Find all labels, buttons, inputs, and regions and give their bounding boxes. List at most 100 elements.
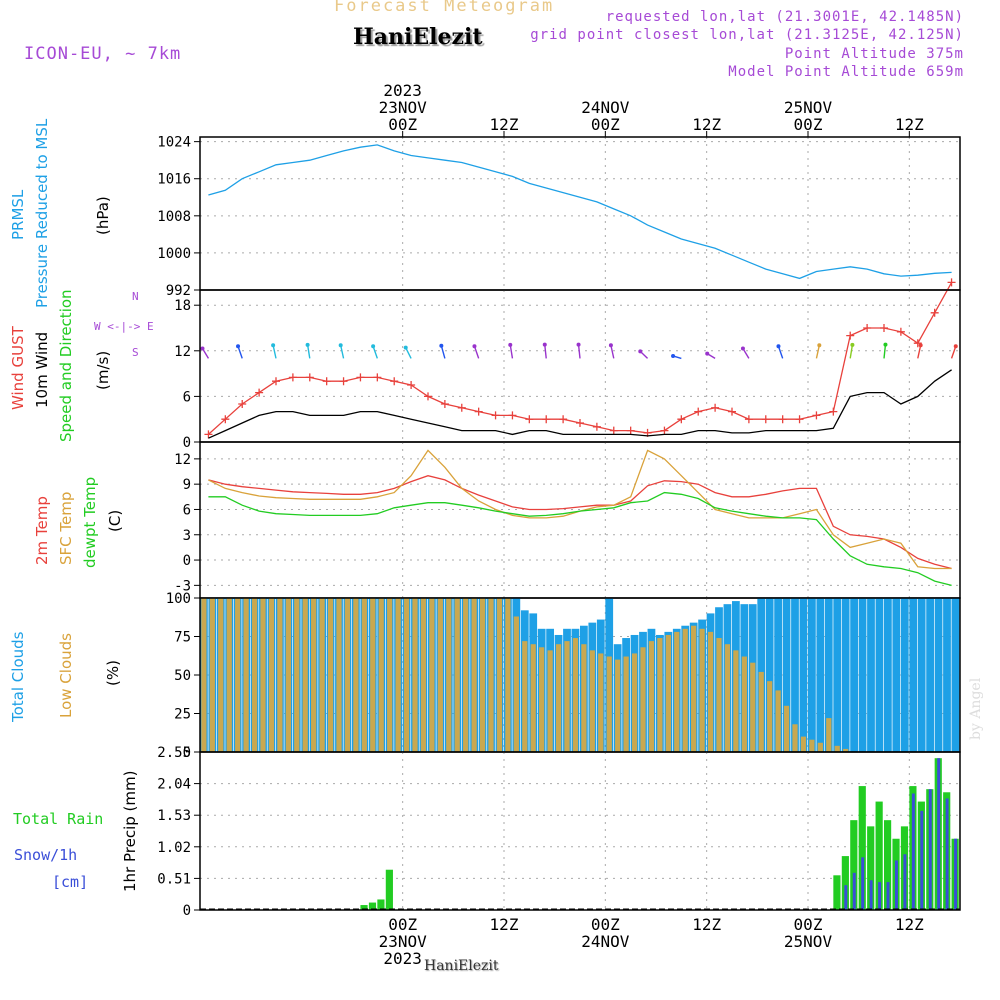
top-time-label: 12Z bbox=[490, 115, 519, 134]
total-cloud-bar bbox=[782, 598, 791, 752]
wind-arrow-head bbox=[638, 349, 643, 354]
low-cloud-bar bbox=[843, 748, 849, 752]
wind-arrow bbox=[237, 346, 243, 359]
snow-bar bbox=[928, 789, 932, 910]
low-cloud-bar bbox=[631, 653, 638, 752]
low-cloud-bar bbox=[251, 598, 258, 752]
total-cloud-bar bbox=[900, 598, 909, 752]
gust-marker bbox=[863, 324, 872, 332]
compass-rose: N W <-|-> E S bbox=[90, 290, 180, 360]
low-cloud-bar bbox=[691, 625, 697, 752]
total-cloud-bar bbox=[833, 598, 842, 752]
low-cloud-bar bbox=[598, 653, 604, 752]
gust-marker bbox=[626, 426, 635, 435]
snow-bar bbox=[937, 758, 941, 910]
total-cloud-bar bbox=[824, 598, 833, 752]
low-cloud-bar bbox=[471, 598, 477, 752]
low-cloud-bar bbox=[412, 598, 418, 752]
low-cloud-bar bbox=[826, 718, 832, 752]
gust-marker bbox=[255, 388, 264, 397]
y-tick-label: 0 bbox=[183, 435, 191, 451]
total-cloud-bar bbox=[909, 598, 918, 752]
total-cloud-bar bbox=[867, 598, 875, 752]
snow-bar bbox=[861, 857, 865, 910]
low-cloud-bar bbox=[707, 631, 714, 752]
gust-marker bbox=[390, 377, 399, 386]
low-cloud-bar bbox=[800, 736, 807, 752]
rain-bar bbox=[884, 820, 892, 910]
y-tick-label: 50 bbox=[174, 668, 191, 684]
total-cloud-bar bbox=[850, 598, 858, 752]
low-cloud-bar bbox=[657, 638, 663, 752]
wind-arrow-head bbox=[305, 342, 310, 347]
wind-arrow-head bbox=[200, 346, 205, 351]
wind-arrow-head bbox=[371, 344, 376, 349]
y-tick-label: 2.55 bbox=[157, 745, 191, 761]
top-time-label: 12Z bbox=[692, 115, 721, 134]
low-cloud-bar bbox=[539, 647, 545, 752]
gust-marker bbox=[744, 415, 753, 424]
panel-precip: 0 0.51 1.02 1.53 2.04 2.55 bbox=[157, 745, 961, 919]
rain-bar bbox=[360, 905, 368, 910]
rain-bar bbox=[850, 820, 858, 910]
low-cloud-bar bbox=[429, 598, 435, 752]
top-time-label: 25NOV bbox=[784, 98, 833, 117]
wind-arrow bbox=[950, 346, 957, 359]
bottom-time-label: 2023 bbox=[383, 949, 422, 968]
top-time-label: 23NOV bbox=[379, 98, 428, 117]
low-cloud-bar bbox=[733, 650, 739, 752]
low-cloud-bar bbox=[209, 598, 215, 752]
wind-arrow bbox=[405, 347, 412, 359]
gust-marker bbox=[424, 392, 432, 401]
series-line-pressure bbox=[208, 144, 952, 280]
bottom-time-label: 24NOV bbox=[581, 932, 630, 951]
top-time-label: 00Z bbox=[794, 115, 823, 134]
low-cloud-bar bbox=[336, 598, 342, 752]
low-cloud-bar bbox=[623, 656, 629, 752]
gust-marker bbox=[221, 415, 230, 424]
low-cloud-bar bbox=[606, 656, 612, 752]
wind-arrow-head bbox=[271, 343, 276, 348]
gust-marker bbox=[508, 411, 517, 420]
y-tick-label: 9 bbox=[183, 477, 191, 493]
wind-arrow-head bbox=[508, 342, 513, 347]
low-cloud-bar bbox=[674, 631, 680, 752]
wind-arrow bbox=[883, 344, 887, 359]
low-cloud-bar bbox=[834, 745, 840, 752]
rain-bar bbox=[841, 856, 849, 910]
low-cloud-bar bbox=[758, 671, 764, 752]
product-title: Forecast Meteogram bbox=[334, 0, 555, 16]
y-tick-label: 992 bbox=[166, 283, 191, 299]
wind-arrow-head bbox=[850, 342, 855, 347]
low-cloud-bar bbox=[378, 598, 384, 752]
rain-bar bbox=[385, 869, 393, 910]
rain-bar bbox=[368, 902, 377, 910]
point-altitude: Point Altitude 375m bbox=[784, 46, 964, 62]
location-title: HaniElezit bbox=[353, 24, 483, 50]
low-cloud-bar bbox=[446, 598, 452, 752]
wind-arrow-head bbox=[705, 351, 710, 356]
y-tick-label: 0 bbox=[183, 903, 191, 919]
low-cloud-bar bbox=[555, 644, 562, 752]
low-cloud-bar bbox=[615, 659, 621, 752]
requested-coords: requested lon,lat (21.3001E, 42.1485N) bbox=[605, 9, 964, 25]
y-tick-label: 6 bbox=[183, 502, 191, 518]
snow-bar bbox=[878, 882, 882, 910]
y-tick-label: 1024 bbox=[157, 135, 191, 151]
low-cloud-bar bbox=[437, 598, 443, 752]
total-cloud-bar bbox=[765, 598, 774, 752]
rain-bar bbox=[377, 899, 385, 910]
low-cloud-bar bbox=[589, 650, 595, 752]
wind-arrow bbox=[577, 344, 581, 359]
bottom-time-label: 12Z bbox=[895, 915, 924, 934]
compass-ew: W <-|-> E bbox=[94, 320, 154, 333]
y-tick-label: 3 bbox=[183, 528, 191, 544]
gust-marker bbox=[373, 373, 382, 382]
top-time-label: 00Z bbox=[388, 115, 417, 134]
y-tick-label: 0.51 bbox=[157, 871, 191, 887]
grid-point-coords: grid point closest lon,lat (21.3125E, 42… bbox=[530, 27, 964, 43]
low-cloud-bar bbox=[463, 598, 469, 752]
low-cloud-bar bbox=[724, 644, 731, 752]
wind-arrow-head bbox=[817, 343, 822, 348]
top-time-label: 12Z bbox=[895, 115, 924, 134]
